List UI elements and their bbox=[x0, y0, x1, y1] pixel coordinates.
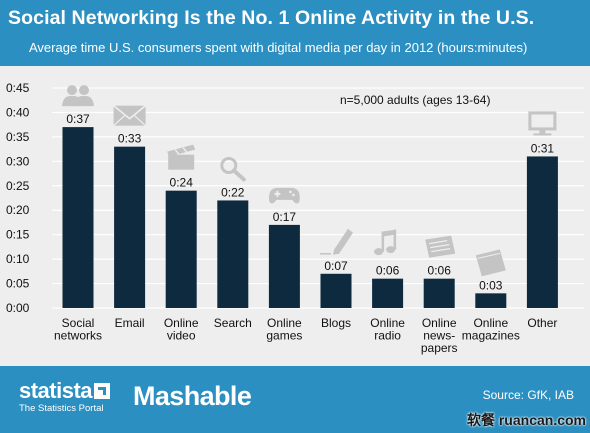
value-label: 0:31 bbox=[531, 141, 555, 155]
envelope-icon bbox=[113, 105, 147, 127]
y-tick-label: 0:00 bbox=[6, 301, 30, 315]
music-note-icon bbox=[374, 229, 397, 256]
category-label: Blogs bbox=[321, 316, 351, 330]
category-label: Online bbox=[370, 316, 405, 330]
source-note: Source: GfK, IAB bbox=[482, 388, 574, 402]
category-label: Social bbox=[62, 316, 95, 330]
category-icons bbox=[62, 85, 557, 277]
value-label: 0:06 bbox=[428, 264, 452, 278]
watermark: 软餐 ruancan.com bbox=[466, 412, 586, 428]
bar bbox=[372, 278, 404, 308]
category-label: radio bbox=[374, 329, 401, 343]
y-tick-label: 0:35 bbox=[6, 130, 30, 144]
bar-chart: 0:00 0:05 0:10 0:15 0:20 0:25 0:30 0:35 0:40 0:45… bbox=[6, 81, 584, 355]
bar bbox=[62, 127, 94, 308]
category-label: Online bbox=[267, 316, 302, 330]
bar bbox=[526, 156, 558, 308]
plot-area: 0:00 0:05 0:10 0:15 0:20 0:25 0:30 0:35 0:40 0:45… bbox=[0, 66, 590, 366]
category-label: Online bbox=[473, 316, 508, 330]
bar bbox=[217, 200, 249, 308]
bar bbox=[320, 273, 352, 308]
category-label: Online bbox=[164, 316, 199, 330]
mashable-logo: Mashable bbox=[133, 381, 252, 411]
bar bbox=[423, 278, 455, 308]
category-label: networks bbox=[54, 329, 102, 343]
clapperboard-icon bbox=[167, 144, 196, 170]
statista-tagline: The Statistics Portal bbox=[19, 403, 104, 414]
y-tick-label: 0:40 bbox=[6, 105, 30, 119]
magnifier-icon bbox=[220, 156, 246, 182]
people-icon bbox=[62, 85, 94, 107]
category-label: Other bbox=[527, 316, 557, 330]
y-tick-label: 0:30 bbox=[6, 154, 30, 168]
category-label: Online bbox=[422, 316, 457, 330]
category-label: Email bbox=[115, 316, 145, 330]
bar bbox=[268, 224, 300, 308]
gamepad-icon bbox=[269, 187, 300, 204]
pen-icon bbox=[320, 228, 353, 255]
category-label: magazines bbox=[462, 329, 520, 343]
bar bbox=[165, 190, 197, 308]
magazine-icon bbox=[475, 249, 506, 277]
bar bbox=[114, 146, 146, 308]
chart-footer: statista The Statistics Portal Mashable … bbox=[0, 366, 590, 433]
value-label: 0:37 bbox=[66, 112, 90, 126]
value-label: 0:03 bbox=[479, 278, 503, 292]
value-label: 0:22 bbox=[221, 185, 245, 199]
y-axis: 0:00 0:05 0:10 0:15 0:20 0:25 0:30 0:35 0:40 0:45 bbox=[6, 81, 30, 315]
newspaper-icon bbox=[425, 235, 456, 258]
value-label: 0:24 bbox=[170, 176, 194, 190]
value-label: 0:07 bbox=[324, 259, 348, 273]
category-label: video bbox=[167, 329, 196, 343]
y-tick-label: 0:05 bbox=[6, 277, 30, 291]
y-tick-label: 0:25 bbox=[6, 179, 30, 193]
value-label: 0:06 bbox=[376, 264, 400, 278]
y-tick-label: 0:45 bbox=[6, 81, 30, 95]
sample-size-note: n=5,000 adults (ages 13-64) bbox=[340, 93, 490, 107]
value-label: 0:17 bbox=[273, 210, 297, 224]
monitor-icon bbox=[528, 111, 557, 136]
chart-header: Social Networking Is the No. 1 Online Ac… bbox=[0, 0, 590, 66]
bar bbox=[475, 293, 507, 308]
statista-logo: statista The Statistics Portal bbox=[19, 378, 111, 414]
category-label: Search bbox=[214, 316, 252, 330]
y-tick-label: 0:20 bbox=[6, 203, 30, 217]
category-label: papers bbox=[421, 341, 458, 355]
statista-logo-text: statista bbox=[19, 378, 93, 403]
value-label: 0:33 bbox=[118, 132, 142, 146]
chart-title: Social Networking Is the No. 1 Online Ac… bbox=[8, 7, 535, 29]
statista-logo-icon bbox=[94, 383, 111, 399]
category-label: news- bbox=[423, 329, 455, 343]
y-tick-label: 0:15 bbox=[6, 228, 30, 242]
chart-subtitle: Average time U.S. consumers spent with d… bbox=[29, 40, 528, 55]
labels: 0:37Socialnetworks0:33Email0:24Onlinevid… bbox=[54, 112, 557, 355]
bars bbox=[62, 127, 558, 308]
category-label: games bbox=[266, 329, 302, 343]
y-tick-label: 0:10 bbox=[6, 252, 30, 266]
